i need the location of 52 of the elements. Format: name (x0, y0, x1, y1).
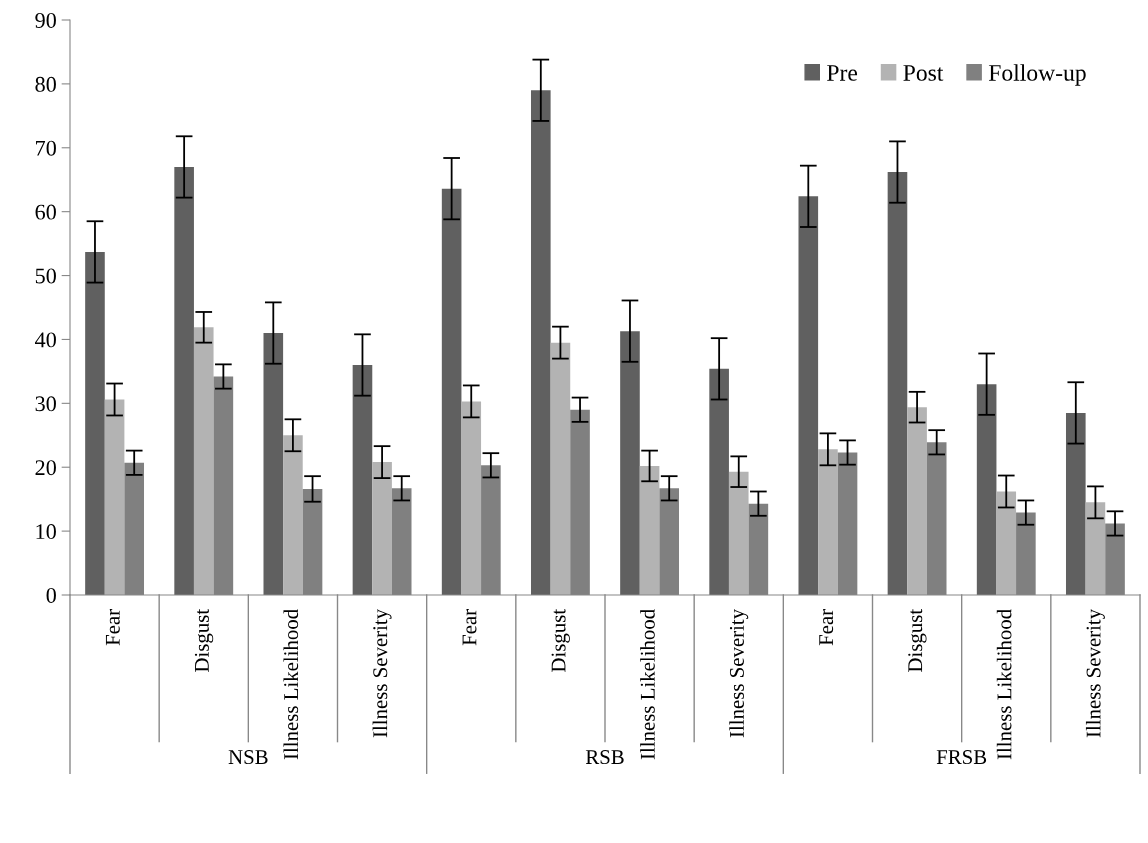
y-tick-label: 60 (35, 204, 56, 220)
bar (174, 166, 194, 595)
y-tick-label: 20 (35, 460, 56, 476)
y-tick-label: 70 (36, 140, 56, 156)
x-tick-label: Illness Severity (729, 608, 749, 738)
legend-label: Post (903, 65, 944, 81)
y-tick-label: 50 (35, 268, 56, 284)
text: FRSB (936, 750, 987, 765)
y-tick-label: 40 (35, 332, 56, 348)
legend-label: Pre (827, 65, 858, 81)
bar (1085, 502, 1106, 595)
legend-label: Follow-up (988, 64, 1086, 86)
bar (461, 401, 482, 595)
bar (907, 407, 927, 595)
y-tick-label: 30 (35, 396, 56, 412)
x-tick-label: Disgust (551, 609, 570, 672)
bar (193, 327, 214, 595)
x-tick-label: Disgust (908, 609, 927, 672)
bar (441, 188, 462, 595)
x-tick-label: Fear (819, 609, 834, 646)
bar (709, 368, 729, 595)
y-tick-label: 10 (36, 524, 56, 540)
bar (104, 399, 125, 595)
bar (283, 435, 303, 595)
bar (887, 172, 908, 595)
text: RSB (585, 750, 624, 765)
x-tick-label: Fear (105, 609, 120, 646)
y-tick-label: 90 (35, 12, 56, 28)
bar (996, 491, 1017, 595)
x-tick-label: Fear (462, 609, 477, 646)
x-tick-label: Illness Severity (372, 608, 392, 738)
x-tick-label: Illness Likelihood (996, 609, 1012, 760)
x-tick-label: Illness Likelihood (283, 609, 299, 760)
bar (1065, 412, 1086, 595)
bar (639, 465, 660, 595)
bar (550, 342, 571, 595)
bar (372, 462, 392, 595)
text: NSB (228, 750, 268, 765)
bar (620, 331, 640, 595)
x-tick-label: Illness Severity (1085, 608, 1105, 738)
x-tick-label: Illness Likelihood (640, 609, 655, 760)
bar (85, 251, 105, 595)
bar (818, 449, 838, 595)
y-tick-label: 80 (35, 76, 56, 92)
x-tick-label: Disgust (194, 609, 214, 672)
bar (530, 90, 551, 595)
bar (728, 471, 749, 595)
bar (976, 384, 997, 595)
bar (798, 196, 819, 595)
y-tick-label: 0 (46, 587, 56, 603)
bar (352, 365, 373, 595)
bar (263, 333, 284, 595)
